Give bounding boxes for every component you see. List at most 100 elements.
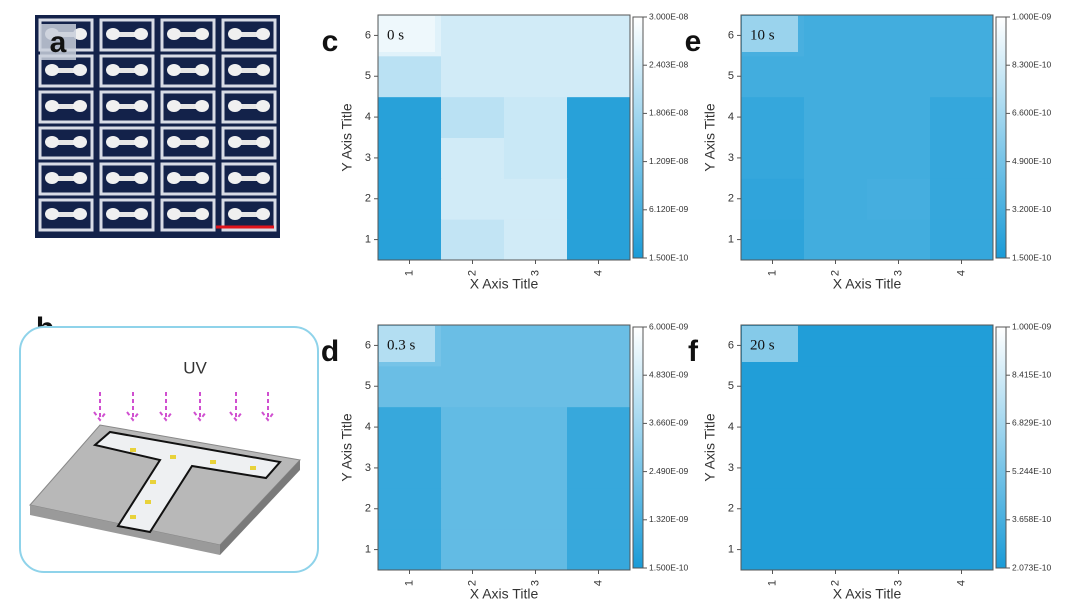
x-tick-label: 3 xyxy=(529,270,541,276)
pixel-pad xyxy=(73,208,87,220)
pixel-pad xyxy=(195,28,209,40)
y-tick-label: 2 xyxy=(728,193,734,205)
y-tick-label: 5 xyxy=(365,380,371,392)
heat-cell xyxy=(741,219,805,261)
device-photo xyxy=(35,15,280,238)
x-tick-label: 2 xyxy=(466,580,478,586)
heat-cell xyxy=(867,55,931,98)
heat-cell xyxy=(930,365,994,408)
colorbar-tick-label: 1.500E-10 xyxy=(1012,252,1051,262)
pixel-pad xyxy=(195,100,209,112)
pixel-pad xyxy=(106,208,120,220)
pixel-pad xyxy=(256,100,270,112)
pixel-element xyxy=(50,140,82,145)
colorbar-tick-label: 6.120E-09 xyxy=(649,204,688,214)
pixel-pad xyxy=(195,64,209,76)
colorbar-tick-label: 2.490E-09 xyxy=(649,466,688,476)
pixel-pad xyxy=(256,64,270,76)
heat-cell xyxy=(441,178,505,220)
x-axis-title: X Axis Title xyxy=(833,586,902,602)
pixel-frame xyxy=(160,162,216,196)
heat-cell xyxy=(567,325,631,367)
pixel-element xyxy=(111,212,143,217)
x-tick-label: 1 xyxy=(766,580,778,586)
heat-cell xyxy=(867,447,931,489)
y-tick-label: 3 xyxy=(365,152,371,164)
pixel-pad xyxy=(167,28,181,40)
heat-cell xyxy=(867,96,931,138)
heat-cell xyxy=(804,406,868,448)
pixel-pad xyxy=(134,100,148,112)
pixel-frame xyxy=(38,162,94,196)
x-tick-label: 2 xyxy=(466,270,478,276)
annotation-box xyxy=(742,16,798,52)
panel-letter: f xyxy=(688,335,699,368)
y-tick-label: 6 xyxy=(365,29,371,41)
y-tick-label: 3 xyxy=(728,152,734,164)
heat-cell xyxy=(804,137,868,179)
heat-cell xyxy=(804,15,868,57)
heat-cell xyxy=(567,55,631,98)
heat-cell xyxy=(504,406,568,448)
pixel-element xyxy=(172,212,204,217)
y-tick-label: 3 xyxy=(728,462,734,474)
pixel-pad xyxy=(45,64,59,76)
heat-cell xyxy=(804,219,868,261)
y-tick-label: 4 xyxy=(728,111,734,123)
pixel-pad xyxy=(106,136,120,148)
heat-cell xyxy=(930,55,994,98)
panel-letter: d xyxy=(321,335,339,368)
y-tick-label: 4 xyxy=(365,111,371,123)
colorbar-tick-label: 3.200E-10 xyxy=(1012,204,1051,214)
annotation: 0.3 s xyxy=(387,337,416,353)
pixel-pad xyxy=(45,208,59,220)
colorbar-tick-label: 3.660E-09 xyxy=(649,418,688,428)
colorbar-tick-label: 1.320E-09 xyxy=(649,514,688,524)
pixel-frame xyxy=(38,126,94,160)
pixel-frame xyxy=(160,54,216,88)
pixel-element xyxy=(50,104,82,109)
x-tick-label: 1 xyxy=(766,270,778,276)
heat-cell xyxy=(441,137,505,179)
heat-cell xyxy=(867,529,931,571)
heat-cell xyxy=(741,137,805,179)
heat-cell xyxy=(504,15,568,57)
plot-frame xyxy=(377,324,631,571)
pixel-frame xyxy=(99,54,155,88)
pixel-element xyxy=(50,68,82,73)
heat-cell xyxy=(567,137,631,179)
pixel-pad xyxy=(106,64,120,76)
x-tick-label: 2 xyxy=(829,580,841,586)
y-tick-label: 2 xyxy=(728,503,734,515)
heat-cell xyxy=(930,406,994,448)
pixel-pad xyxy=(73,136,87,148)
pixel-element xyxy=(233,212,265,217)
heat-cell xyxy=(378,219,442,261)
plot-frame xyxy=(377,14,631,261)
colorbar-tick-label: 5.244E-10 xyxy=(1012,466,1051,476)
pixel-pad xyxy=(256,172,270,184)
heat-cell xyxy=(867,219,931,261)
pixel-pad xyxy=(134,28,148,40)
pixel-frame xyxy=(38,90,94,124)
heat-cell xyxy=(567,96,631,138)
heat-cell xyxy=(441,15,505,57)
y-axis-title: Y Axis Title xyxy=(339,413,355,481)
colorbar-tick-label: 6.829E-10 xyxy=(1012,418,1051,428)
pixel-pad xyxy=(167,64,181,76)
heat-cell xyxy=(804,447,868,489)
heat-cell xyxy=(804,325,868,367)
pixel-element xyxy=(233,140,265,145)
colorbar xyxy=(632,326,644,569)
heat-cell xyxy=(378,488,442,530)
x-tick-label: 3 xyxy=(892,580,904,586)
x-axis-title: X Axis Title xyxy=(470,586,539,602)
heat-cell xyxy=(867,488,931,530)
heat-cell xyxy=(804,178,868,220)
colorbar-tick-label: 2.073E-10 xyxy=(1012,562,1051,572)
colorbar-tick-label: 3.000E-08 xyxy=(649,11,688,21)
device xyxy=(29,424,301,555)
heat-cell xyxy=(441,219,505,261)
pixel-pad xyxy=(195,208,209,220)
x-tick-label: 3 xyxy=(529,580,541,586)
